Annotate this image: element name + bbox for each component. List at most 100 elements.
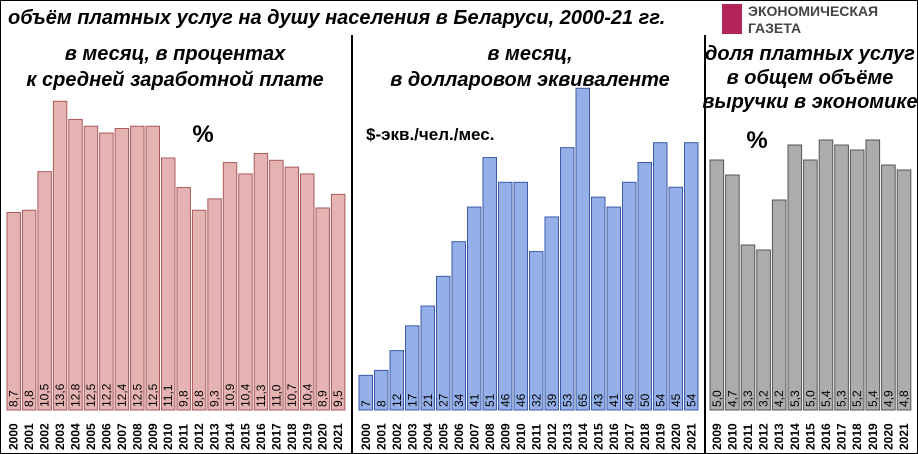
value-label: 65	[576, 393, 590, 407]
bar	[544, 216, 559, 411]
x-tick-label: 2006	[452, 423, 466, 450]
value-label: 46	[514, 393, 528, 407]
chart-title: объём платных услуг на душу населения в …	[8, 7, 665, 29]
x-tick-label: 2020	[881, 423, 895, 450]
value-label: 8,7	[7, 390, 21, 407]
bar	[482, 157, 497, 411]
x-tick-label: 2011	[529, 424, 543, 450]
bar	[787, 144, 803, 411]
bar	[238, 173, 253, 411]
x-tick-label: 2008	[483, 423, 497, 450]
bar	[161, 157, 176, 411]
bar	[653, 142, 668, 411]
x-tick-label: 2016	[607, 423, 621, 450]
value-label: 12,5	[84, 383, 98, 407]
value-label: 7	[359, 400, 373, 407]
value-label: 8	[374, 400, 388, 407]
x-tick-label: 2016	[254, 423, 268, 450]
x-tick-label: 2021	[331, 423, 345, 450]
unit-label: %	[192, 121, 213, 148]
x-tick-label: 2015	[803, 423, 817, 450]
x-tick-label: 2003	[405, 423, 419, 450]
bar	[99, 132, 114, 411]
subtitle: доля платных услуг	[705, 43, 915, 65]
unit-label: $-экв./чел./мес.	[366, 125, 494, 144]
value-label: 12,5	[146, 383, 160, 407]
value-label: 5,3	[788, 390, 802, 407]
bar	[560, 147, 575, 411]
x-tick-label: 2014	[788, 423, 802, 450]
value-label: 10,4	[300, 383, 314, 407]
subtitle: в общем объёме	[727, 67, 894, 89]
logo-text: ЭКОНОМИЧЕСКАЯ	[748, 3, 878, 19]
value-label: 3,2	[757, 390, 771, 407]
bar	[575, 87, 590, 411]
bar	[315, 207, 330, 411]
x-tick-label: 2007	[467, 423, 481, 450]
value-label: 53	[560, 393, 574, 407]
x-tick-label: 2018	[285, 423, 299, 450]
bar	[529, 251, 544, 411]
bar	[68, 118, 83, 411]
bar	[881, 164, 896, 411]
x-tick-label: 2017	[835, 423, 849, 450]
bar	[253, 152, 269, 411]
x-tick-label: 2000	[359, 423, 373, 450]
value-label: 11,0	[269, 384, 283, 407]
bar	[52, 100, 68, 411]
x-tick-label: 2009	[710, 423, 724, 450]
value-label: 50	[638, 393, 652, 407]
x-tick-label: 2014	[576, 423, 590, 450]
value-label: 5,3	[835, 390, 849, 407]
value-label: 46	[622, 393, 636, 407]
x-tick-label: 2014	[223, 423, 237, 450]
bar	[358, 374, 373, 411]
bar	[21, 209, 37, 411]
value-label: 8,8	[22, 390, 36, 407]
value-label: 5,4	[819, 390, 833, 407]
value-label: 5,0	[710, 390, 724, 407]
bar	[865, 139, 881, 411]
value-label: 8,8	[192, 390, 206, 407]
bar	[740, 244, 756, 411]
x-tick-label: 2002	[38, 423, 52, 450]
value-label: 12,8	[69, 383, 83, 407]
x-tick-label: 2017	[622, 423, 636, 450]
value-label: 4,7	[725, 390, 739, 407]
x-tick-label: 2021	[684, 423, 698, 450]
bar	[374, 369, 389, 411]
value-label: 9,8	[177, 390, 191, 407]
logo-icon	[722, 4, 742, 34]
subtitle: к средней заработной плате	[26, 69, 323, 91]
unit-label: %	[746, 127, 767, 154]
x-tick-label: 2012	[545, 423, 559, 450]
bar	[684, 142, 699, 411]
x-tick-label: 2002	[390, 423, 404, 450]
x-tick-label: 2009	[146, 423, 160, 450]
subtitle: в месяц,	[487, 43, 572, 65]
value-label: 10,9	[223, 383, 237, 407]
value-label: 11,1	[161, 384, 175, 407]
bar	[896, 169, 912, 411]
x-tick-label: 2005	[84, 423, 98, 450]
bar	[725, 174, 740, 411]
value-label: 34	[452, 393, 466, 407]
x-tick-label: 2001	[22, 423, 36, 450]
bar	[637, 162, 652, 411]
x-tick-label: 2011	[177, 424, 191, 450]
x-tick-label: 2013	[560, 423, 574, 450]
value-label: 54	[653, 393, 667, 407]
x-tick-label: 2005	[436, 423, 450, 450]
bar	[771, 199, 787, 411]
x-tick-label: 2012	[757, 423, 771, 450]
value-label: 21	[421, 393, 435, 407]
subtitle: выручки в экономике	[702, 91, 917, 113]
x-tick-label: 2020	[669, 423, 683, 450]
x-tick-label: 2004	[69, 423, 83, 450]
value-label: 41	[607, 393, 621, 407]
x-tick-label: 2018	[850, 423, 864, 450]
x-tick-label: 2013	[208, 423, 222, 450]
x-tick-label: 2009	[498, 423, 512, 450]
bar	[37, 171, 52, 411]
